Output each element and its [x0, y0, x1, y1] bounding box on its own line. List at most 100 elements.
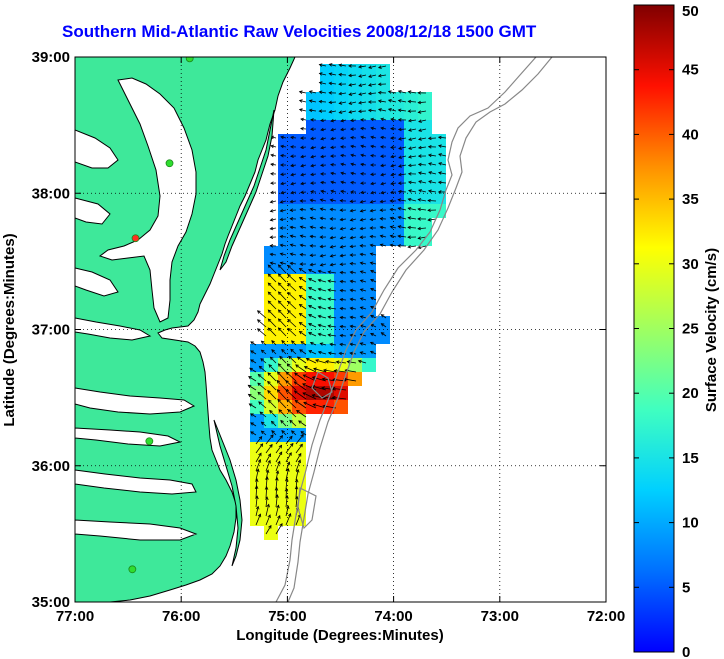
velocity-arrowhead — [418, 119, 422, 123]
velocity-arrowhead — [360, 118, 364, 122]
velocity-arrowhead — [319, 342, 324, 346]
velocity-arrowhead — [340, 153, 344, 158]
velocity-arrowhead — [330, 118, 335, 123]
velocity-arrowhead — [348, 101, 353, 105]
velocity-arrowhead — [359, 342, 364, 346]
velocity-arrowhead — [295, 468, 300, 473]
velocity-arrow — [330, 119, 337, 122]
velocity-arrowhead — [368, 74, 372, 78]
velocity-arrowhead — [308, 314, 312, 318]
velocity-cell — [362, 344, 376, 358]
velocity-arrowhead — [298, 312, 303, 317]
velocity-arrow — [258, 401, 267, 409]
velocity-arrowhead — [260, 430, 265, 435]
velocity-arrow — [261, 421, 267, 427]
velocity-arrow — [390, 182, 397, 185]
velocity-arrowhead — [287, 273, 291, 278]
velocity-arrow — [275, 435, 283, 445]
velocity-arrowhead — [327, 270, 332, 274]
velocity-cell — [404, 106, 418, 120]
velocity-arrowhead — [330, 145, 334, 150]
velocity-arrowhead — [277, 460, 281, 465]
velocity-arrow — [261, 349, 267, 355]
velocity-arrow — [299, 322, 307, 328]
velocity-arrowhead — [250, 350, 254, 354]
velocity-arrowhead — [427, 208, 431, 213]
velocity-arrow — [408, 226, 417, 229]
velocity-cell — [362, 316, 376, 330]
velocity-arrow — [310, 146, 317, 149]
velocity-arrowhead — [338, 101, 343, 105]
velocity-cell — [264, 316, 278, 330]
velocity-arrowhead — [295, 495, 299, 500]
velocity-arrow — [350, 289, 357, 292]
velocity-arrowhead — [279, 261, 284, 265]
velocity-arrow — [280, 253, 287, 256]
velocity-arrowhead — [265, 469, 270, 474]
velocity-arrowhead — [339, 297, 344, 302]
velocity-arrowhead — [280, 135, 285, 140]
y-tick-label: 36:00 — [32, 458, 70, 475]
velocity-arrow — [368, 109, 377, 112]
velocity-cell — [264, 400, 278, 414]
velocity-arrow — [299, 331, 307, 337]
velocity-arrow — [340, 271, 347, 274]
velocity-arrowhead — [277, 515, 281, 519]
velocity-cell — [306, 134, 320, 148]
velocity-arrow — [418, 128, 427, 132]
velocity-arrowhead — [358, 100, 362, 105]
velocity-arrow — [318, 270, 327, 274]
velocity-arrowhead — [286, 461, 291, 466]
velocity-arrow — [350, 119, 357, 122]
velocity-arrow — [408, 119, 417, 122]
velocity-arrowhead — [267, 309, 272, 314]
velocity-cell — [404, 232, 418, 246]
velocity-arrowhead — [387, 90, 392, 94]
velocity-cell — [306, 218, 320, 232]
velocity-arrow — [428, 200, 437, 202]
velocity-arrowhead — [279, 243, 284, 248]
velocity-arrowhead — [302, 374, 307, 378]
velocity-arrow — [418, 101, 427, 104]
velocity-cell — [348, 120, 362, 134]
velocity-arrow — [408, 100, 417, 103]
velocity-arrow — [308, 350, 317, 355]
velocity-arrow — [320, 181, 327, 184]
velocity-arrowhead — [276, 379, 281, 384]
velocity-arrowhead — [270, 181, 274, 185]
velocity-arrow — [380, 235, 387, 238]
velocity-arrow — [319, 82, 327, 85]
velocity-arrow — [332, 396, 347, 400]
velocity-arrowhead — [407, 118, 412, 123]
velocity-arrowhead — [289, 234, 294, 238]
velocity-arrow — [310, 217, 317, 220]
velocity-arrow — [267, 372, 277, 382]
velocity-arrow — [250, 413, 257, 418]
velocity-arrow — [320, 263, 327, 266]
velocity-arrow — [281, 349, 287, 355]
velocity-arrowhead — [377, 73, 382, 78]
velocity-arrow — [290, 244, 297, 247]
velocity-arrowhead — [331, 395, 336, 400]
velocity-arrowhead — [309, 341, 314, 346]
velocity-cell — [362, 274, 376, 288]
velocity-arrowhead — [317, 323, 322, 328]
velocity-arrowhead — [397, 137, 402, 141]
velocity-cell — [404, 148, 418, 162]
velocity-arrow — [360, 145, 367, 148]
velocity-arrowhead — [417, 207, 422, 212]
velocity-arrowhead — [270, 190, 274, 195]
velocity-arrow — [295, 434, 304, 445]
velocity-arrowhead — [359, 315, 364, 319]
velocity-arrowhead — [377, 82, 382, 87]
velocity-arrowhead — [407, 235, 411, 239]
velocity-arrowhead — [267, 318, 272, 323]
velocity-arrowhead — [339, 270, 344, 275]
velocity-arrowhead — [289, 243, 294, 247]
velocity-arrowhead — [267, 389, 271, 394]
velocity-arrowhead — [277, 398, 281, 403]
velocity-arrowhead — [339, 226, 344, 231]
velocity-arrowhead — [330, 154, 334, 158]
velocity-arrowhead — [368, 83, 372, 87]
velocity-arrowhead — [309, 262, 314, 267]
